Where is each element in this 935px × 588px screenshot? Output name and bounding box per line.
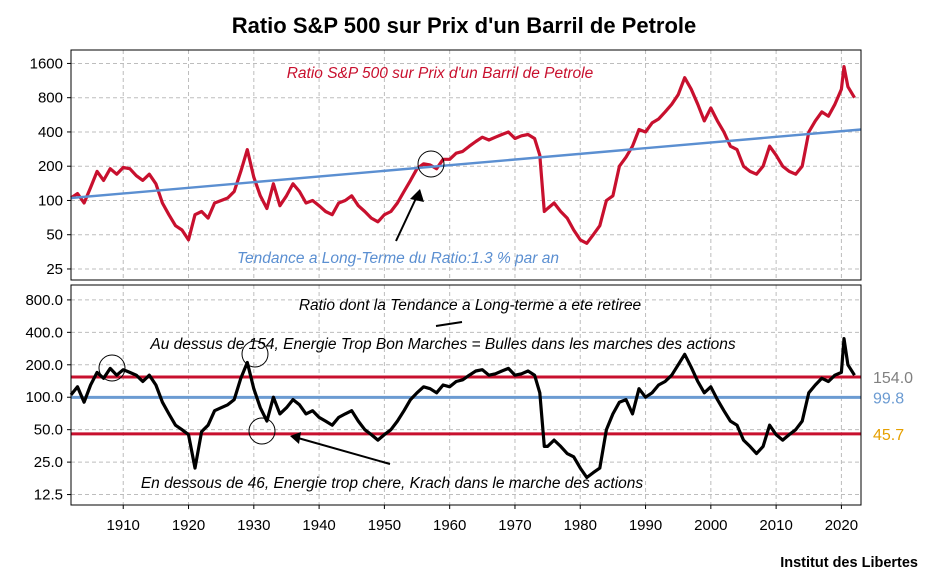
trend-line [70,128,862,200]
plot-area [71,50,861,280]
x-tick-label: 2000 [694,517,727,534]
annotation-arrow [395,193,419,242]
x-tick-label: 1920 [172,517,205,534]
y-tick-label: 800.0 [25,292,63,309]
reference-level-label: 154.0 [873,370,913,387]
y-tick-label: 200 [38,158,63,175]
highlight-circle [417,150,445,178]
detrended-title-annotation: Ratio dont la Tendance a Long-terme a et… [299,297,642,314]
arrow-head [410,189,424,202]
reference-level-label: 45.7 [873,427,904,444]
detrended-series-line [69,337,856,480]
trend-annotation: Tendance a Long-Terme du Ratio:1.3 % par… [237,250,559,267]
chart-title: Ratio S&P 500 sur Prix d'un Barril de Pe… [232,13,697,38]
plot-frame [70,49,862,281]
y-tick-label: 25 [46,261,63,278]
x-tick-label: 2020 [825,517,858,534]
highlight-circle [241,340,269,368]
x-tick-label: 1970 [498,517,531,534]
annotation-tick [435,321,463,327]
y-tick-label: 400 [38,124,63,141]
x-tick-label: 1930 [237,517,270,534]
y-tick-label: 50.0 [34,422,63,439]
y-tick-label: 1600 [30,55,63,72]
y-tick-label: 25.0 [34,454,63,471]
x-tick-label: 1980 [564,517,597,534]
x-tick-label: 1960 [433,517,466,534]
highlight-circle [98,354,126,382]
top-panel: 25 50 100 200 400 800 1600 [30,49,862,281]
annotation-arrow [297,437,391,465]
y-tick-label: 100.0 [25,389,63,406]
y-tick-label: 200.0 [25,357,63,374]
footer-source: Institut des Libertes [780,555,918,571]
x-tick-label: 1950 [368,517,401,534]
x-tick-label: 1910 [107,517,140,534]
y-tick-label: 12.5 [34,487,63,504]
x-tick-label: 1940 [302,517,335,534]
y-tick-label: 100 [38,192,63,209]
top-series-label: Ratio S&P 500 sur Prix d'un Barril de Pe… [287,65,594,82]
reference-level-label: 99.8 [873,390,904,407]
y-tick-label: 800 [38,90,63,107]
bubble-annotation: Au dessus de 154, Energie Trop Bon March… [149,336,735,353]
y-tick-label: 50 [46,227,63,244]
bottom-panel: 12.5 25.0 50.0 100.0 200.0 400.0 800.0 1910 1920… [25,284,913,534]
plot-frame [70,284,862,506]
x-tick-label: 1990 [629,517,662,534]
x-tick-label: 2010 [759,517,792,534]
crash-annotation: En dessous de 46, Energie trop chere, Kr… [141,475,644,492]
arrow-head [290,432,301,444]
highlight-circle [248,417,276,445]
y-tick-label: 400.0 [25,324,63,341]
plot-area [71,285,861,505]
annotation-markers [98,150,463,465]
